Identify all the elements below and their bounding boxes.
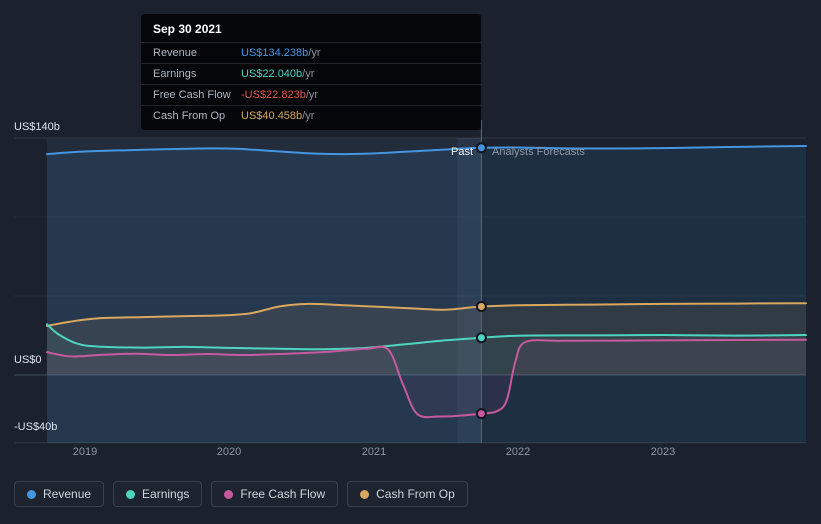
tooltip-label: Earnings	[153, 68, 197, 80]
legend-item-revenue[interactable]: Revenue	[14, 481, 105, 507]
tooltip-row-cash-from-op: Cash From Op US$40.458b /yr	[141, 105, 481, 126]
tooltip-row-earnings: Earnings US$22.040b /yr	[141, 63, 481, 84]
legend-label: Earnings	[142, 487, 190, 501]
y-axis-label-0: US$0	[14, 354, 42, 366]
tooltip-value: US$22.040b	[241, 68, 303, 80]
legend-item-earnings[interactable]: Earnings	[113, 481, 203, 507]
x-axis-label-2020: 2020	[216, 446, 242, 458]
free-cash-flow-legend-dot-icon	[224, 489, 234, 499]
legend: Revenue Earnings Free Cash Flow Cash Fro…	[14, 481, 468, 507]
revenue-legend-dot-icon	[27, 489, 36, 499]
tooltip-suffix: /yr	[308, 47, 321, 59]
tooltip-value: US$134.238b	[241, 47, 309, 59]
x-axis-label-2022: 2022	[505, 446, 531, 458]
tooltip-row-revenue: Revenue US$134.238b /yr	[141, 42, 481, 63]
y-axis-label-140b: US$140b	[14, 121, 60, 133]
legend-label: Free Cash Flow	[240, 487, 326, 501]
x-axis-label-2021: 2021	[361, 446, 387, 458]
legend-item-free-cash-flow[interactable]: Free Cash Flow	[211, 481, 339, 507]
legend-label: Cash From Op	[376, 487, 455, 501]
hover-tooltip: Sep 30 2021 Revenue US$134.238b /yr Earn…	[141, 14, 481, 130]
tooltip-value: US$40.458b	[241, 110, 303, 122]
tooltip-value: -US$22.823b	[241, 89, 306, 101]
legend-label: Revenue	[43, 487, 92, 501]
tooltip-suffix: /yr	[302, 68, 315, 80]
x-axis-label-2019: 2019	[72, 446, 98, 458]
legend-item-cash-from-op[interactable]: Cash From Op	[347, 481, 468, 507]
tooltip-suffix: /yr	[302, 110, 315, 122]
y-axis-label-neg40b: -US$40b	[14, 421, 58, 433]
tooltip-date: Sep 30 2021	[153, 22, 222, 36]
x-axis-label-2023: 2023	[650, 446, 676, 458]
analysts-forecasts-label: Analysts Forecasts	[492, 146, 585, 158]
past-label: Past	[450, 146, 473, 158]
tooltip-row-free-cash-flow: Free Cash Flow -US$22.823b /yr	[141, 84, 481, 105]
tooltip-label: Cash From Op	[153, 110, 226, 122]
tooltip-label: Free Cash Flow	[153, 89, 231, 101]
cash-from-op-legend-dot-icon	[360, 489, 370, 499]
earnings-legend-dot-icon	[126, 489, 136, 499]
tooltip-label: Revenue	[153, 47, 198, 59]
tooltip-suffix: /yr	[305, 89, 319, 101]
